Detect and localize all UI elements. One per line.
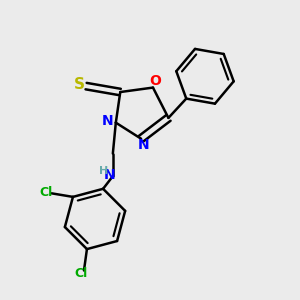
Text: Cl: Cl: [40, 186, 53, 199]
Text: S: S: [74, 77, 85, 92]
Text: O: O: [149, 74, 161, 88]
Text: N: N: [102, 115, 113, 128]
Text: N: N: [104, 168, 116, 182]
Text: H: H: [99, 167, 108, 176]
Text: N: N: [138, 138, 149, 152]
Text: Cl: Cl: [74, 267, 88, 280]
